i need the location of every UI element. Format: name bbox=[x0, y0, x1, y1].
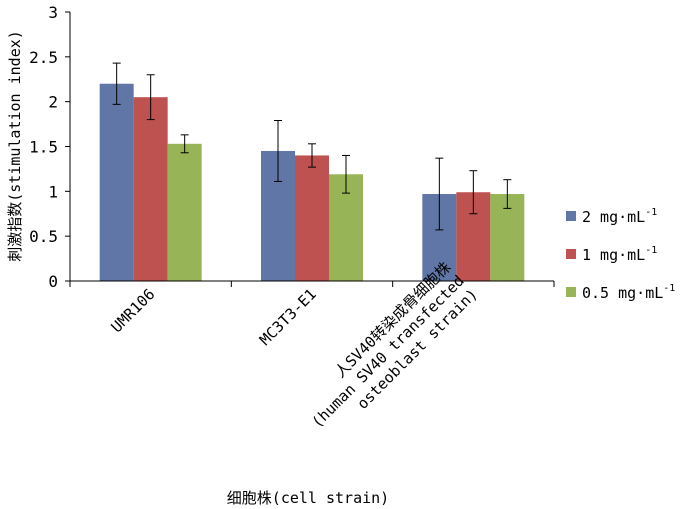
y-tick-label: 2 bbox=[48, 93, 58, 112]
legend-entry: 0.5 mg·mL-1 bbox=[582, 283, 675, 302]
legend-swatch bbox=[566, 287, 576, 297]
category-label-line: UMR106 bbox=[107, 285, 158, 336]
y-tick-label: 0 bbox=[48, 272, 58, 291]
y-tick-label: 0.5 bbox=[29, 227, 58, 246]
legend-entry-superscript: -1 bbox=[645, 207, 657, 218]
category-label: 人SV40转染成骨细胞株(human SV40 transfectedosteo… bbox=[295, 258, 481, 444]
legend-entry-superscript: -1 bbox=[645, 245, 657, 256]
category-labels: UMR106 MC3T3-E1 人SV40转染成骨细胞株(human SV40 tr… bbox=[107, 258, 481, 444]
y-tick-label: 2.5 bbox=[29, 48, 58, 67]
y-tick-label: 1.5 bbox=[29, 138, 58, 157]
plot-area bbox=[99, 62, 525, 281]
x-axis-title: 细胞株(cell strain) bbox=[227, 489, 389, 507]
category-label-line: MC3T3-E1 bbox=[256, 285, 320, 349]
legend-entry-label: 2 mg·mL bbox=[582, 208, 645, 226]
category-label: UMR106 bbox=[107, 285, 158, 336]
legend-entry-label: 0.5 mg·mL bbox=[582, 284, 663, 302]
bar-series3-cat1 bbox=[167, 143, 202, 281]
category-label-line: (human SV40 transfected bbox=[308, 272, 468, 432]
y-tick-label: 3 bbox=[48, 3, 58, 22]
category-label: MC3T3-E1 bbox=[256, 285, 320, 349]
legend-swatch bbox=[566, 249, 576, 259]
x-axis-ticks bbox=[69, 281, 555, 287]
bar-series2-cat2 bbox=[295, 155, 329, 281]
legend-entry: 2 mg·mL-1 bbox=[582, 207, 657, 226]
legend-entry-superscript: -1 bbox=[663, 283, 675, 294]
legend-swatch bbox=[566, 211, 576, 221]
legend-entry-label: 1 mg·mL bbox=[582, 246, 645, 264]
bar-series2-cat1 bbox=[133, 97, 168, 281]
legend: 2 mg·mL-11 mg·mL-10.5 mg·mL-1 bbox=[566, 207, 675, 302]
y-axis-title: 刺激指数(stimulation index) bbox=[6, 30, 24, 262]
y-axis-ticks: 0 0.5 1 1.5 2 2.5 3 bbox=[29, 3, 70, 291]
legend-entry: 1 mg·mL-1 bbox=[582, 245, 657, 264]
bar-series1-cat1 bbox=[99, 83, 134, 281]
y-tick-label: 1 bbox=[48, 182, 58, 201]
